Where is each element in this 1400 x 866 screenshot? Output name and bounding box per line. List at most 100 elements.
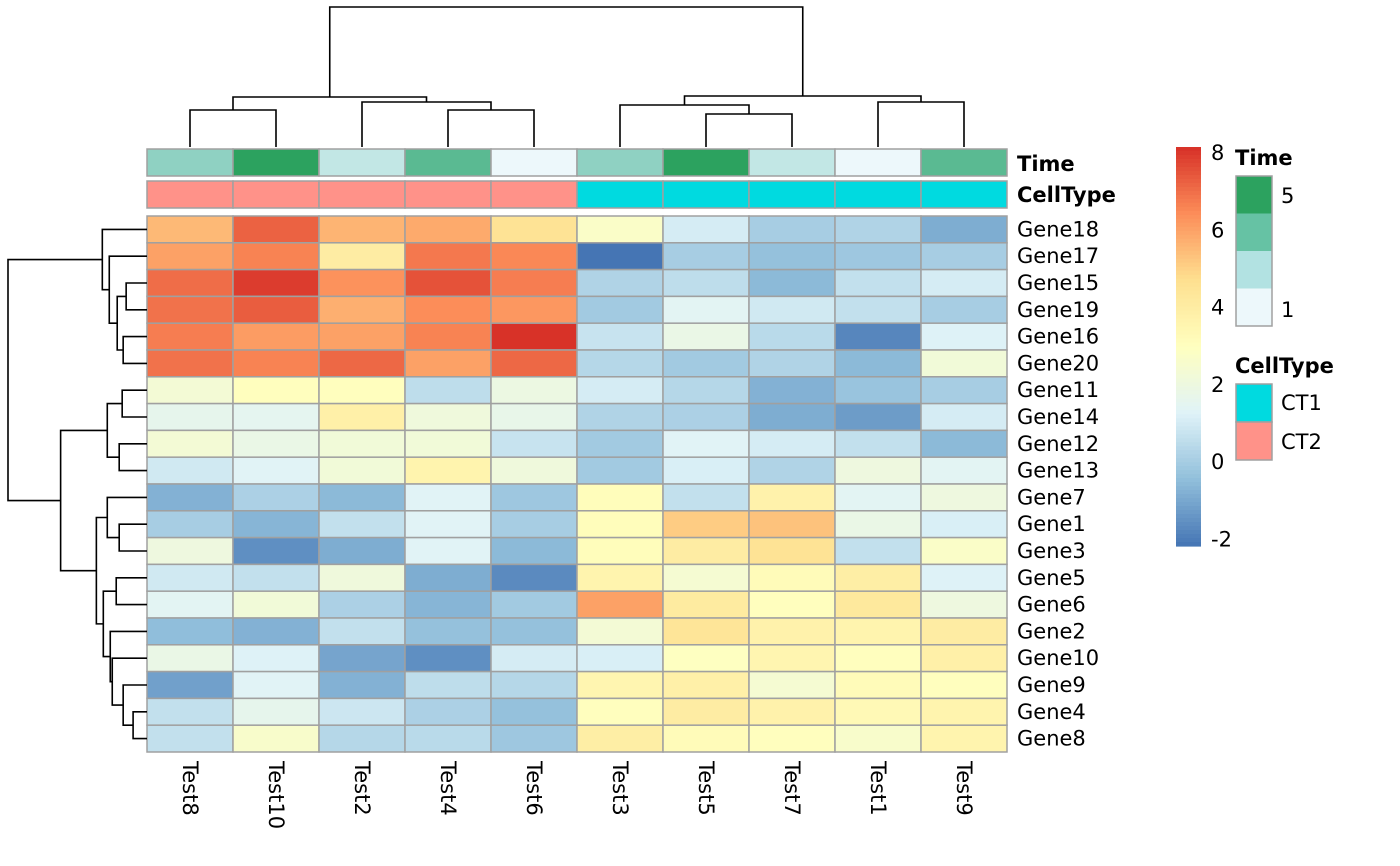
colorbar-tick-label: 8 <box>1211 141 1224 165</box>
heatmap-cell <box>404 670 492 700</box>
colorbar-segment <box>1176 242 1201 248</box>
heatmap-cell <box>232 242 320 271</box>
heatmap-cell <box>490 376 578 405</box>
colorbar-segment <box>1176 494 1201 499</box>
heatmap-cell <box>490 724 578 753</box>
colorbar-segment <box>1176 290 1201 296</box>
heatmap-cell <box>748 724 836 753</box>
colorbar-segment <box>1176 238 1201 244</box>
heatmap-cell <box>318 697 406 726</box>
time-legend-swatch <box>1236 176 1272 214</box>
heatmap-cell <box>748 215 836 244</box>
heatmap-cell <box>404 536 492 566</box>
dendrogram-branch <box>116 295 127 351</box>
heatmap-cell <box>232 402 320 432</box>
heatmap-cell <box>920 670 1008 700</box>
column-label: Test2 <box>350 760 374 816</box>
heatmap-cell <box>834 295 922 324</box>
colorbar-segment <box>1176 342 1201 348</box>
colorbar-segment <box>1176 422 1201 427</box>
heatmap-cell <box>318 724 406 753</box>
dendrogram-branch <box>59 429 108 572</box>
colorbar-segment <box>1176 346 1201 352</box>
row-label: Gene11 <box>1017 378 1099 402</box>
heatmap-cell <box>318 349 406 378</box>
colorbar-tick-label: 6 <box>1211 218 1224 242</box>
heatmap-cell <box>834 644 922 673</box>
column-label: Test10 <box>264 760 288 829</box>
dendrogram-branch <box>106 402 123 458</box>
dendrogram-branch <box>118 523 147 552</box>
heatmap-cell <box>748 242 836 271</box>
colorbar-segment <box>1176 446 1201 451</box>
colorbar-segment <box>1176 218 1201 224</box>
heatmap-cell <box>490 536 578 566</box>
heatmap-cell <box>146 536 234 566</box>
heatmap-cell <box>232 536 320 566</box>
row-label: Gene13 <box>1017 459 1099 483</box>
heatmap-cell <box>146 724 234 753</box>
heatmap-cell <box>404 349 492 378</box>
column-label: Test7 <box>780 760 804 816</box>
celltype-annotation-cell <box>834 180 922 209</box>
colorbar-segment <box>1176 414 1201 419</box>
heatmap-cell <box>748 644 836 673</box>
colorbar-segment <box>1176 534 1201 539</box>
heatmap-cell <box>404 295 492 324</box>
heatmap-cell <box>490 697 578 726</box>
heatmap-cell <box>748 563 836 592</box>
time-annotation-cell <box>576 148 664 177</box>
colorbar-segment <box>1176 182 1201 188</box>
dendrogram-branch <box>7 258 103 502</box>
colorbar-segment <box>1176 530 1201 535</box>
colorbar-segment <box>1176 310 1201 316</box>
colorbar-segment <box>1176 186 1201 192</box>
colorbar-segment <box>1176 386 1201 391</box>
time-annotation-cell <box>834 148 922 177</box>
colorbar-segment <box>1176 234 1201 240</box>
colorbar-segment <box>1176 194 1201 200</box>
colorbar-tick-label: 0 <box>1211 450 1224 474</box>
heatmap-cell <box>834 563 922 592</box>
colorbar-segment <box>1176 350 1201 356</box>
heatmap-cell <box>318 644 406 673</box>
heatmap-cell <box>318 295 406 324</box>
dendrogram-branch <box>232 96 428 110</box>
row-label: Gene5 <box>1017 566 1086 590</box>
heatmap-cell <box>834 536 922 566</box>
colorbar-segment <box>1176 378 1201 384</box>
colorbar-segment <box>1176 402 1201 407</box>
row-label: Gene3 <box>1017 539 1086 563</box>
heatmap-cell <box>490 510 578 539</box>
heatmap-cell <box>146 456 234 485</box>
heatmap-cell <box>576 670 664 700</box>
heatmap-cell <box>490 563 578 592</box>
column-labels: Test8 Test10 Test2 Test4 Test6 Test3 Test5 Test… <box>178 760 976 829</box>
heatmap-cell <box>662 697 750 726</box>
colorbar-segment <box>1176 202 1201 208</box>
heatmap-cell <box>576 456 664 485</box>
colorbar-segment <box>1176 462 1201 467</box>
row-label: Gene20 <box>1017 351 1099 375</box>
colorbar-segment <box>1176 274 1201 280</box>
heatmap-cell <box>490 483 578 512</box>
column-dendrogram <box>189 6 965 147</box>
heatmap-cell <box>404 510 492 539</box>
heatmap-cell <box>748 510 836 539</box>
heatmap-cell <box>834 429 922 458</box>
dendrogram-branch <box>132 711 147 740</box>
colorbar-segment <box>1176 370 1201 376</box>
heatmap-cell <box>662 644 750 673</box>
heatmap-cell <box>404 376 492 405</box>
colorbar-segment <box>1176 522 1201 527</box>
colorbar-segment <box>1176 542 1201 547</box>
heatmap-cell <box>920 429 1008 458</box>
time-legend-border <box>1235 175 1273 327</box>
row-label: Gene7 <box>1017 485 1086 509</box>
dendrogram-branch <box>122 335 147 365</box>
heatmap-cell <box>490 644 578 673</box>
heatmap-cell <box>920 215 1008 244</box>
heatmap-cell <box>576 268 664 298</box>
heatmap-cell <box>920 510 1008 539</box>
heatmap-cell <box>318 670 406 700</box>
